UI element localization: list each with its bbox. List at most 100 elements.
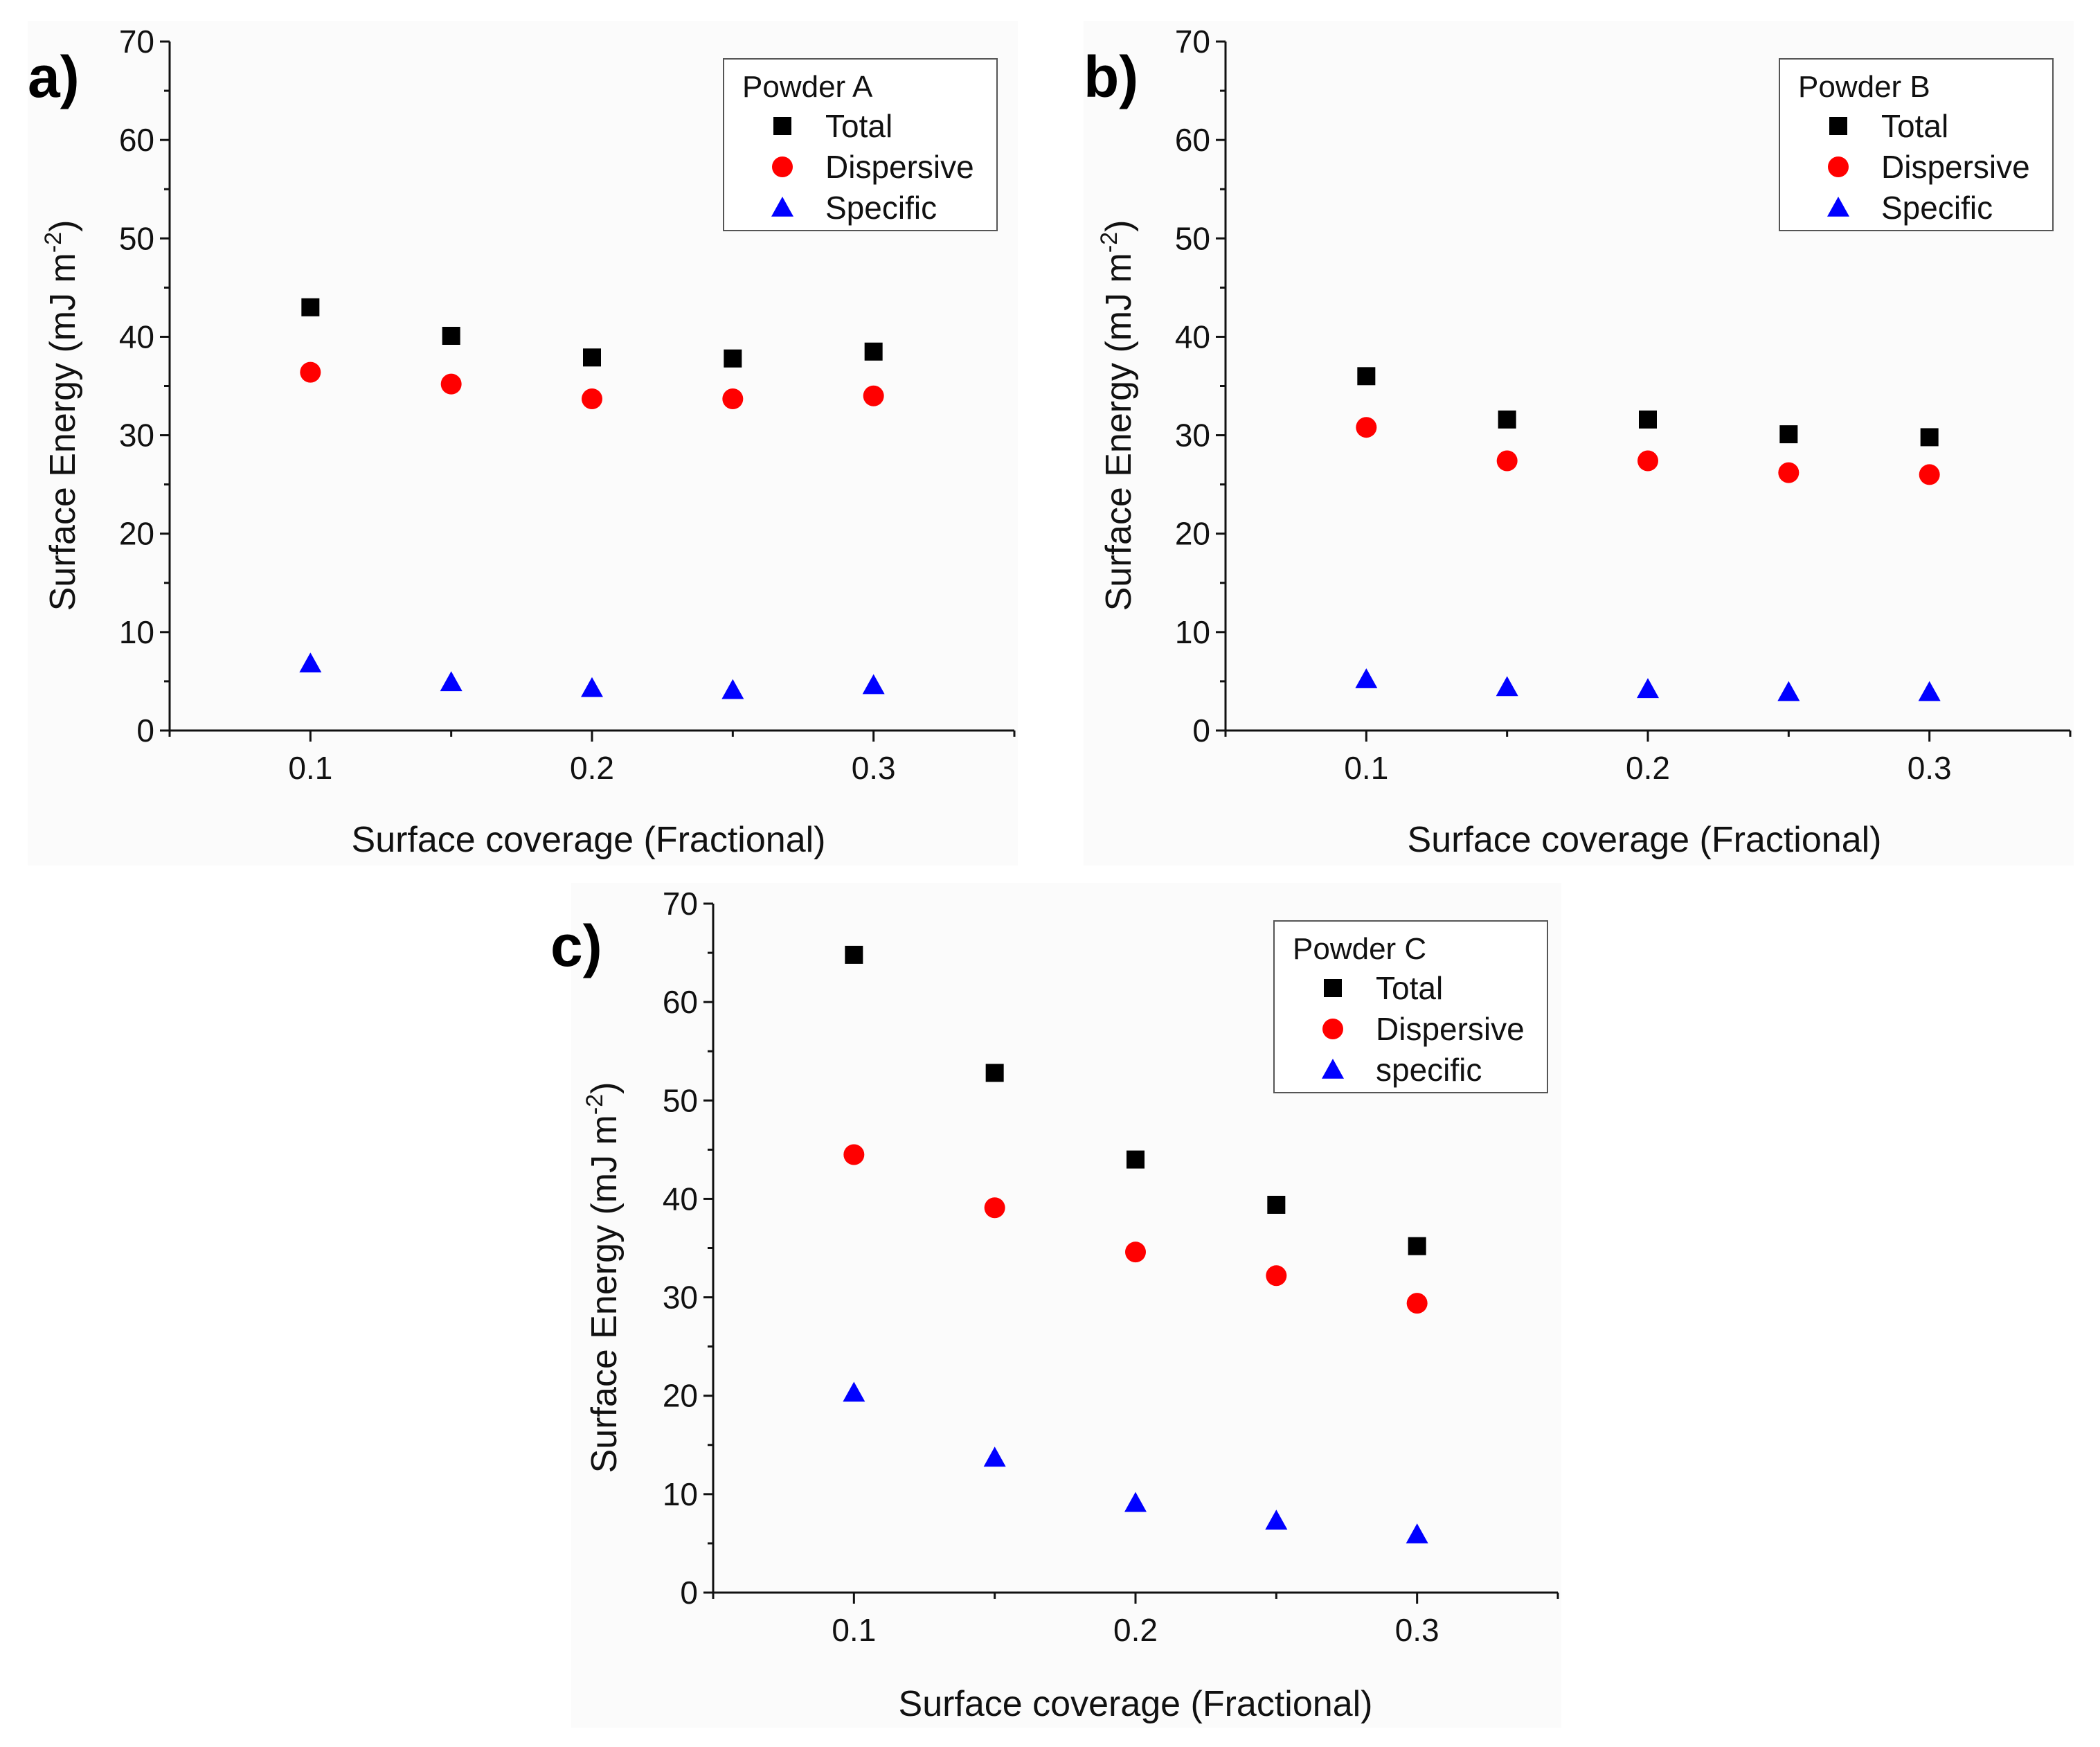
panel-a-y-axis-title-close: ) — [43, 220, 83, 232]
panel-b-point-specific — [1496, 676, 1518, 697]
panel-a-point-dispersive — [582, 388, 602, 409]
panel-c-legend-marker-dispersive — [1322, 1019, 1343, 1039]
panel-c-point-total — [985, 1064, 1004, 1082]
panel-a-point-dispersive — [722, 388, 744, 409]
panel-c-point-specific — [983, 1446, 1006, 1467]
panel-c-legend-label-dispersive: Dispersive — [1376, 1011, 1525, 1047]
panel-a-point-dispersive — [300, 361, 321, 383]
panel-c-legend-marker-total — [1324, 979, 1342, 997]
panel-b-x-tick-label: 0.2 — [1626, 750, 1670, 786]
panel-c-y-tick-label: 10 — [663, 1476, 698, 1512]
panel-c-point-specific — [1124, 1491, 1147, 1512]
panel-a-point-specific — [721, 679, 744, 699]
panel-b-point-total — [1779, 425, 1798, 444]
panel-a-point-total — [724, 349, 742, 368]
panel-a-point-total — [583, 348, 601, 367]
panel-a-y-tick-label: 20 — [119, 516, 154, 552]
panel-a-x-tick-label: 0.3 — [852, 750, 896, 786]
panel-b-y-axis-title: Surface Energy (mJ m-2) — [1096, 220, 1139, 611]
panel-b-legend-marker-dispersive — [1828, 156, 1849, 177]
panel-b-point-specific — [1355, 668, 1378, 688]
panel-b-y-axis-title-close: ) — [1099, 220, 1139, 232]
panel-b-legend-label-dispersive: Dispersive — [1881, 149, 2030, 185]
panel-b-y-axis-title-sup: -2 — [1096, 232, 1122, 253]
panel-c-y-axis-title: Surface Energy (mJ m-2) — [582, 1082, 625, 1473]
panel-c-point-total — [1127, 1150, 1145, 1169]
panel-b-point-total — [1498, 410, 1516, 429]
panel-a-point-specific — [299, 652, 322, 673]
panel-c-legend-label-specific: specific — [1376, 1052, 1482, 1088]
panel-c-legend-label-total: Total — [1376, 970, 1443, 1006]
panel-b-legend: Powder B Total Dispersive Specific — [1779, 58, 2054, 231]
panel-c-y-axis-title-sup: -2 — [582, 1094, 608, 1115]
panel-c-y-tick-label: 0 — [680, 1575, 698, 1611]
panel-c-point-specific — [843, 1381, 865, 1402]
panel-b-y-axis-title-main: Surface Energy (mJ m — [1099, 253, 1139, 611]
panel-c-y-tick-label: 60 — [663, 984, 698, 1020]
panel-a-legend-box — [723, 58, 998, 231]
panel-a-point-specific — [581, 677, 603, 697]
panel-b-legend-label-specific: Specific — [1881, 190, 1993, 226]
panel-c-point-dispersive — [1406, 1293, 1428, 1314]
panel-a-y-tick-label: 30 — [119, 418, 154, 454]
panel-c-y-tick-label: 30 — [663, 1280, 698, 1316]
panel-a-point-total — [864, 342, 883, 361]
panel-c-point-dispersive — [984, 1197, 1005, 1219]
panel-a-y-axis-title-main: Surface Energy (mJ m — [43, 253, 83, 611]
panel-b-point-dispersive — [1778, 462, 1800, 483]
panel-a-point-specific — [862, 674, 885, 695]
panel-b-x-tick-label: 0.1 — [1344, 750, 1388, 786]
panel-c-point-specific — [1406, 1523, 1428, 1543]
panel-a-y-tick-label: 70 — [119, 24, 154, 60]
panel-c-legend: Powder C Total Dispersive specific — [1273, 920, 1548, 1093]
panel-a-y-tick-label: 0 — [136, 713, 154, 749]
panel-b-point-dispersive — [1496, 450, 1518, 472]
panel-c-point-dispersive — [1266, 1265, 1287, 1287]
panel-c-x-tick-label: 0.1 — [832, 1612, 876, 1648]
chart-panel-c: c) Surface coverage (Fractional) Surface… — [550, 883, 1561, 1728]
panel-a-legend: Powder A Total Dispersive Specific — [723, 58, 998, 231]
panel-a-point-total — [442, 327, 460, 346]
panel-b-y-tick-label: 60 — [1175, 122, 1210, 158]
panel-b-legend-label-total: Total — [1881, 108, 1948, 144]
panel-c-y-tick-label: 20 — [663, 1378, 698, 1414]
panel-b-label: b) — [1084, 44, 1138, 109]
panel-c-legend-box — [1273, 920, 1548, 1093]
panel-c-point-total — [845, 945, 863, 964]
panel-b-x-tick-label: 0.3 — [1908, 750, 1952, 786]
panel-b-point-specific — [1777, 681, 1800, 701]
panel-b-y-tick-label: 70 — [1175, 24, 1210, 60]
panel-c-legend-title: Powder C — [1293, 932, 1426, 966]
panel-c-label: c) — [550, 913, 602, 978]
panel-b-point-dispersive — [1356, 417, 1377, 438]
panel-a-legend-marker-dispersive — [772, 156, 793, 177]
panel-c-y-axis-title-main: Surface Energy (mJ m — [584, 1115, 625, 1473]
panel-b-point-total — [1639, 410, 1657, 429]
panel-b-legend-title: Powder B — [1798, 70, 1930, 104]
panel-a-point-dispersive — [440, 373, 462, 395]
panel-c-point-dispersive — [843, 1144, 865, 1165]
panel-b-y-tick-label: 40 — [1175, 319, 1210, 355]
panel-c-point-dispersive — [1125, 1242, 1146, 1263]
panel-b-legend-marker-total — [1829, 117, 1847, 135]
panel-c-y-tick-label: 70 — [663, 886, 698, 922]
panel-a-point-total — [301, 298, 320, 316]
panel-c-y-axis-title-close: ) — [584, 1082, 625, 1094]
panel-b-y-tick-label: 50 — [1175, 220, 1210, 256]
panel-b-point-total — [1357, 367, 1376, 386]
panel-a-legend-label-specific: Specific — [825, 190, 937, 226]
panel-c-x-tick-label: 0.2 — [1113, 1612, 1158, 1648]
chart-panel-b: b) Surface coverage (Fractional) Surface… — [1084, 21, 2074, 866]
panel-b-y-tick-label: 10 — [1175, 614, 1210, 650]
panel-a-y-tick-label: 10 — [119, 614, 154, 650]
panel-a-y-tick-label: 60 — [119, 122, 154, 158]
panel-a-legend-marker-specific — [771, 197, 793, 217]
panel-c-x-tick-label: 0.3 — [1395, 1612, 1439, 1648]
panel-a-x-tick-label: 0.1 — [288, 750, 332, 786]
panel-a-label: a) — [28, 44, 80, 109]
panel-b-point-dispersive — [1637, 450, 1658, 472]
panel-a-x-axis-title: Surface coverage (Fractional) — [352, 820, 826, 860]
panel-a-y-tick-label: 50 — [119, 220, 154, 256]
panel-b-y-tick-label: 30 — [1175, 418, 1210, 454]
